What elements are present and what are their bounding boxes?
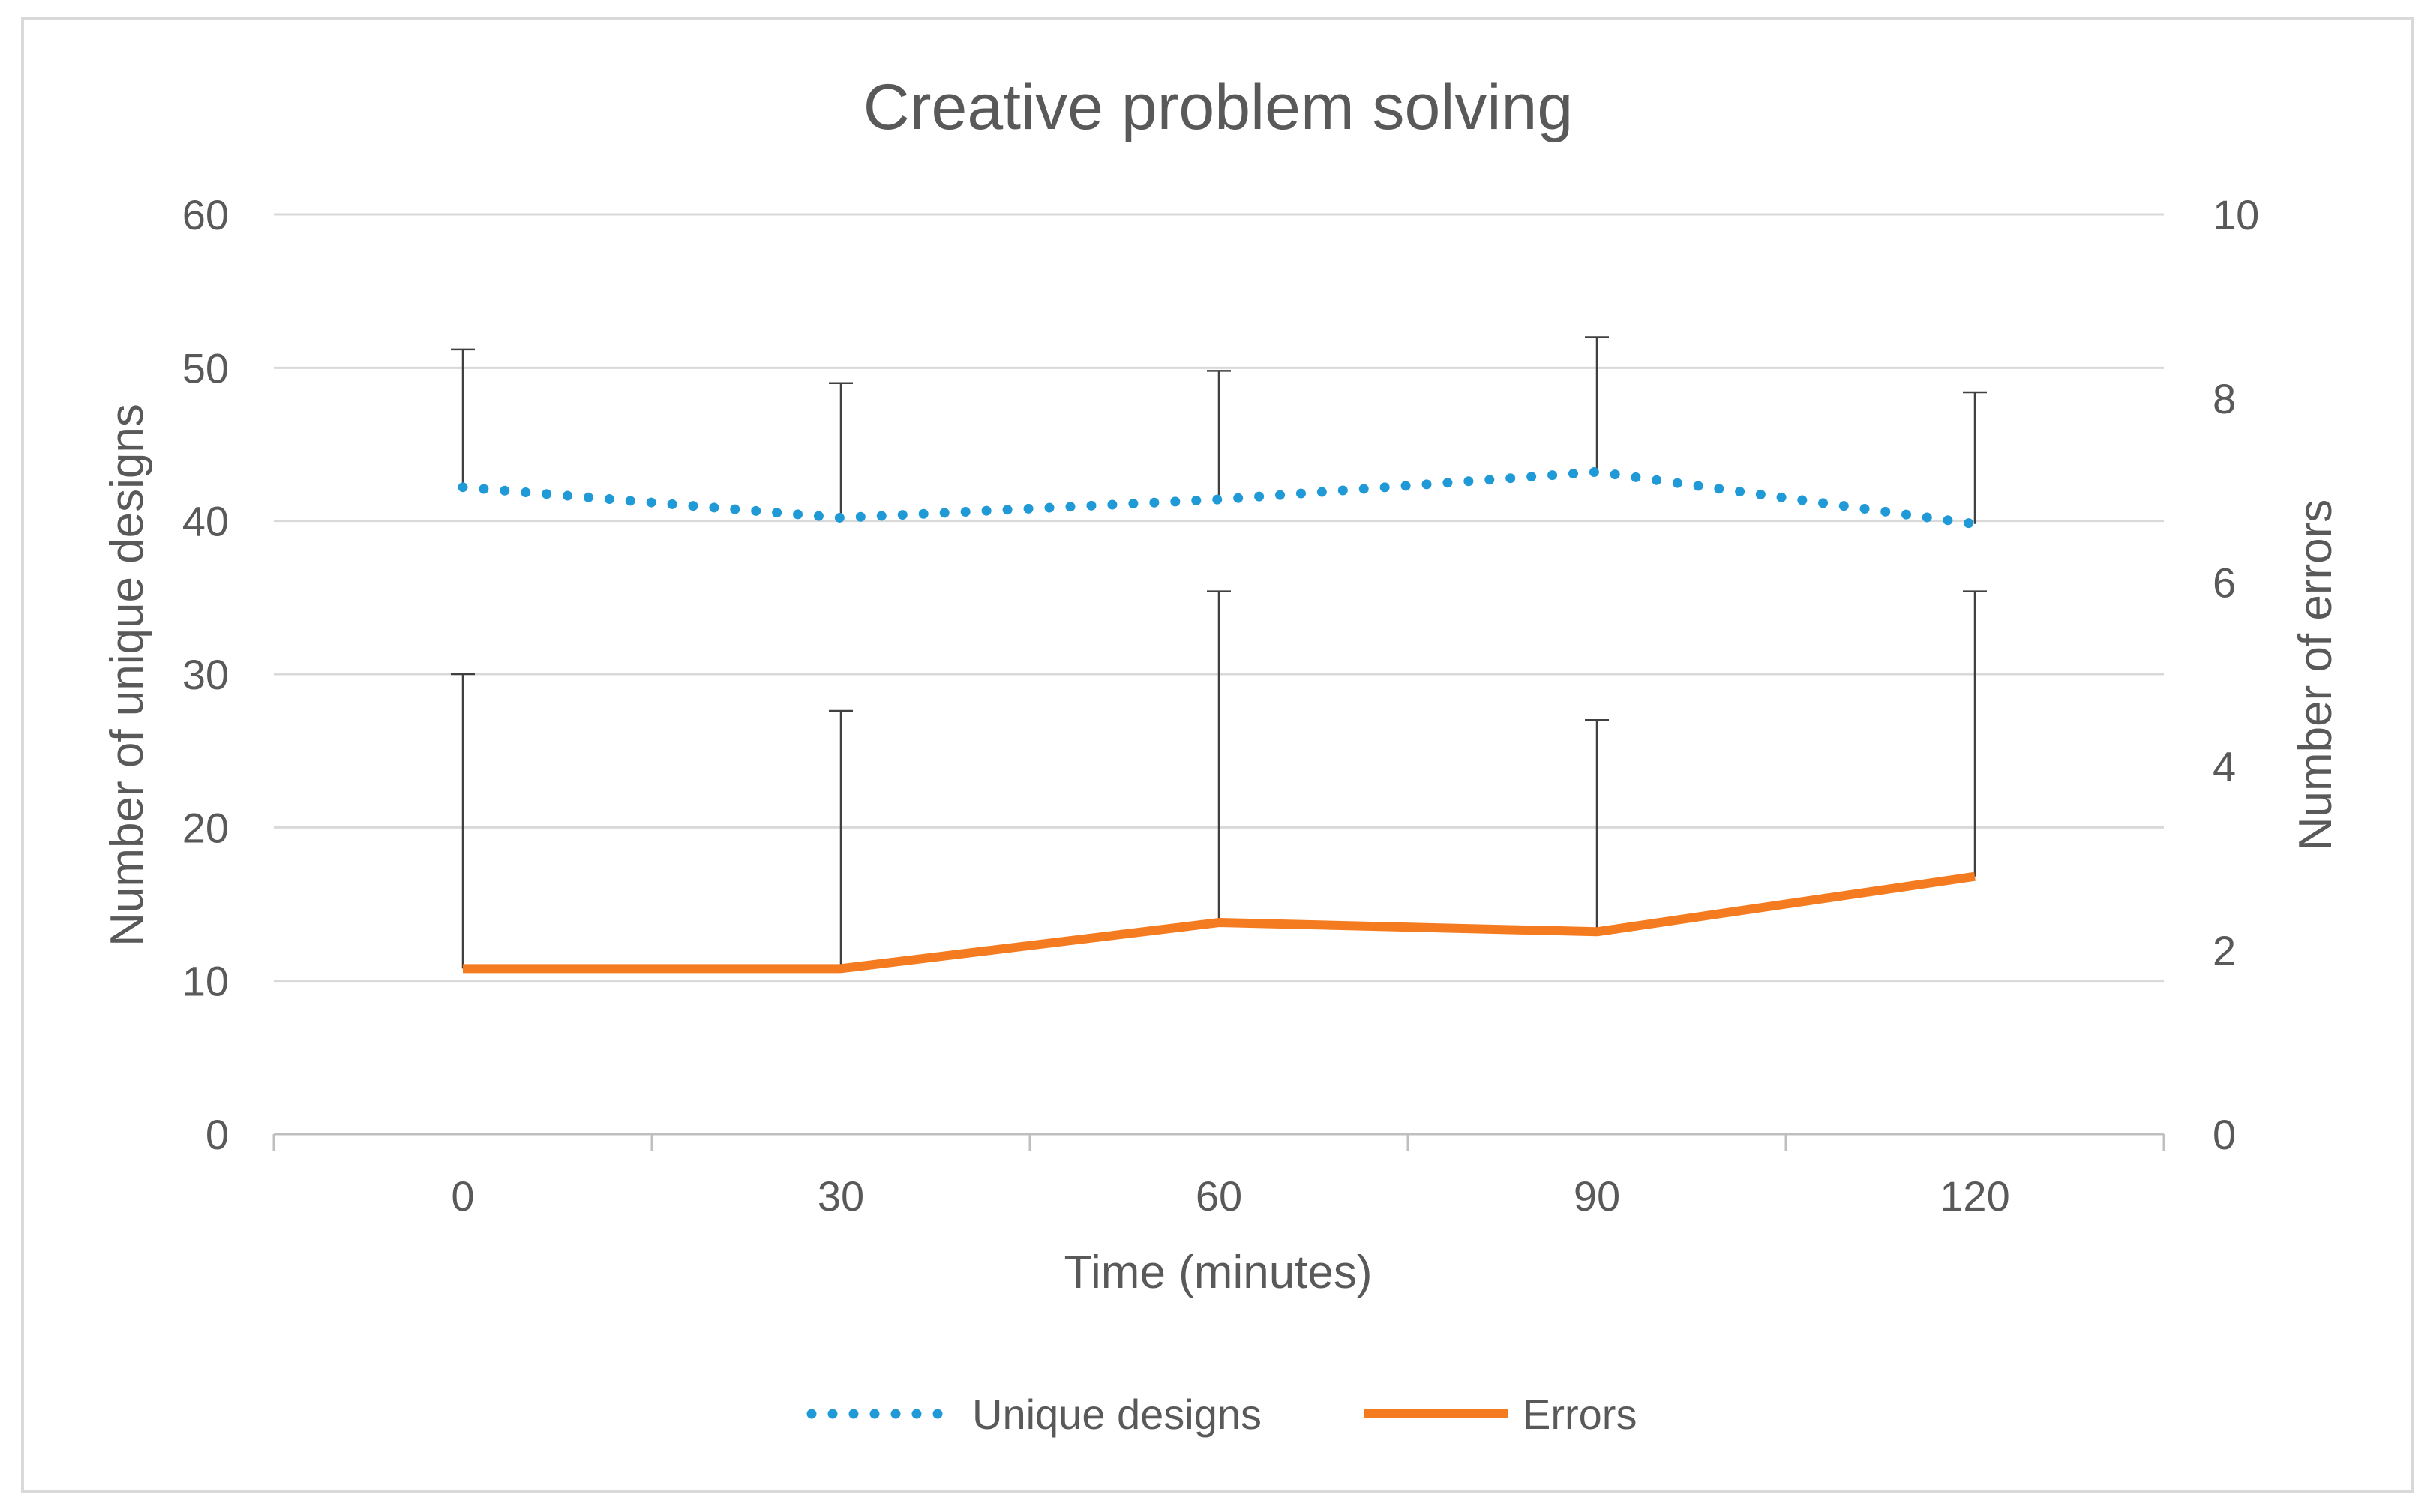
y-left-tick-label: 40	[182, 498, 229, 545]
y-right-tick-label: 2	[2213, 927, 2236, 974]
y-right-tick-label: 10	[2213, 191, 2259, 238]
y-left-tick-label: 20	[182, 804, 229, 851]
y-right-tick-label: 8	[2213, 375, 2236, 422]
y-left-tick-label: 50	[182, 344, 229, 392]
gridlines	[274, 213, 2164, 982]
legend: Unique designs Errors	[806, 1390, 1637, 1438]
y-right-tick-label: 0	[2213, 1111, 2236, 1158]
x-axis	[272, 1132, 2165, 1150]
x-tick-label: 0	[451, 1172, 474, 1220]
x-tick-label: 30	[818, 1172, 864, 1220]
x-axis-title: Time (minutes)	[1064, 1246, 1372, 1298]
legend-label: Errors	[1523, 1390, 1637, 1438]
legend-label: Unique designs	[972, 1390, 1262, 1438]
y-right-tick-label: 4	[2213, 743, 2236, 790]
y-axis-left-ticks: 0 10 20 30 40 50 60	[182, 191, 229, 1158]
series-lines	[458, 466, 1980, 974]
x-tick-label: 60	[1196, 1172, 1242, 1220]
y-right-tick-label: 6	[2213, 559, 2236, 606]
error-bars	[451, 336, 1987, 969]
y-axis-left-title: Number of unique designs	[101, 404, 153, 946]
y-left-tick-label: 60	[182, 191, 229, 238]
y-axis-right-ticks: 0 2 4 6 8 10	[2213, 191, 2259, 1158]
series-line-errors	[463, 872, 1976, 974]
y-left-tick-label: 0	[206, 1111, 229, 1158]
y-axis-right-title: Number of errors	[2290, 500, 2342, 851]
x-tick-label: 90	[1574, 1172, 1620, 1220]
x-axis-ticks: 0 30 60 90 120	[451, 1172, 2009, 1220]
x-tick-label: 120	[1940, 1172, 2009, 1220]
chart-title: Creative problem solving	[863, 71, 1573, 143]
y-left-tick-label: 30	[182, 651, 229, 698]
y-left-tick-label: 10	[182, 958, 229, 1005]
chart-frame	[21, 16, 2414, 1492]
series-line-unique-designs	[458, 466, 1980, 530]
